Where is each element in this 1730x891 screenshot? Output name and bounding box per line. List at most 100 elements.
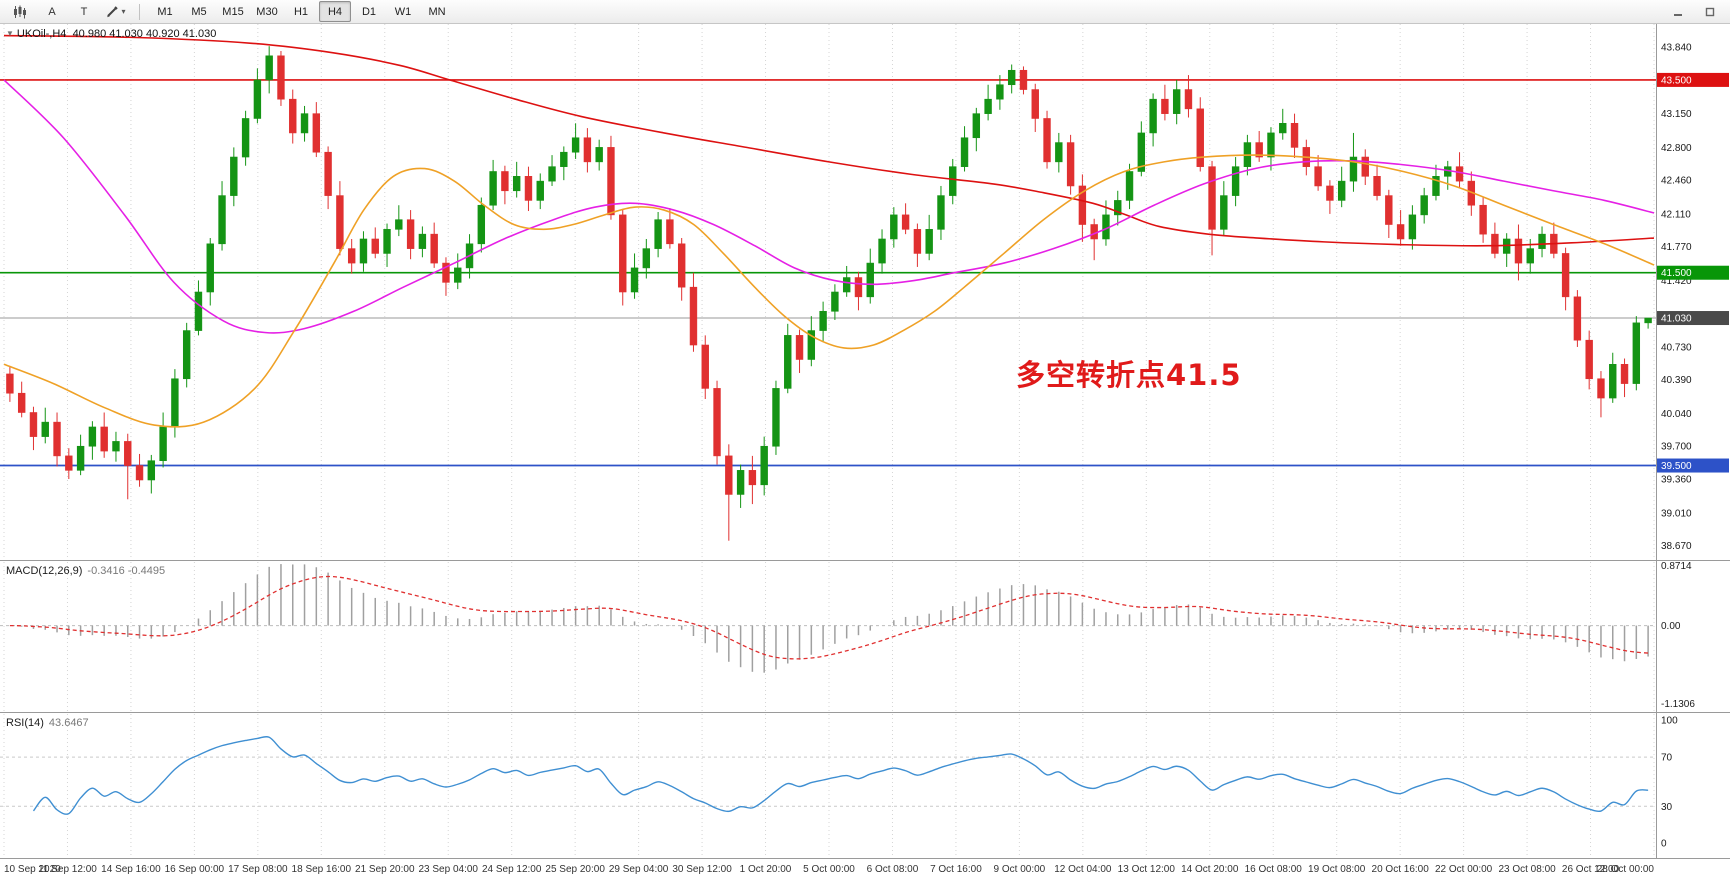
timeframe-m5-button[interactable]: M5 (191, 5, 207, 18)
svg-text:13 Oct 12:00: 13 Oct 12:00 (1118, 864, 1176, 875)
svg-text:38.670: 38.670 (1661, 541, 1692, 552)
svg-text:100: 100 (1661, 716, 1678, 727)
symbol-collapse-icon[interactable]: ▼ (6, 29, 14, 38)
svg-text:18 Sep 16:00: 18 Sep 16:00 (292, 864, 352, 875)
macd-indicator (0, 564, 1656, 673)
timeframe-m15-button[interactable]: M15 (222, 5, 244, 18)
slow-ma-line (3, 34, 1655, 247)
svg-text:43.840: 43.840 (1661, 43, 1692, 54)
svg-text:17 Sep 08:00: 17 Sep 08:00 (228, 864, 288, 875)
chart-panels (0, 24, 1730, 891)
svg-text:11 Sep 12:00: 11 Sep 12:00 (38, 864, 97, 875)
svg-text:70: 70 (1661, 753, 1673, 764)
timeframe-group: M1 M5 M15 M30 H1 H4 D1 W1 MN (148, 1, 454, 22)
svg-text:7 Oct 16:00: 7 Oct 16:00 (930, 864, 982, 875)
restore-chart-icon[interactable] (1695, 1, 1725, 23)
svg-text:40.730: 40.730 (1661, 342, 1692, 353)
svg-text:26 Oct 12:00: 26 Oct 12:00 (1562, 864, 1620, 875)
timeframe-mn-button[interactable]: MN (428, 5, 446, 18)
svg-text:14 Oct 20:00: 14 Oct 20:00 (1181, 864, 1239, 875)
dropdown-caret-icon: ▾ (121, 7, 126, 16)
svg-text:30: 30 (1661, 802, 1673, 813)
svg-text:29 Sep 04:00: 29 Sep 04:00 (609, 864, 669, 875)
svg-text:41.500: 41.500 (1661, 268, 1692, 279)
rsi-name: RSI(14) (6, 717, 44, 729)
svg-text:24 Sep 12:00: 24 Sep 12:00 (482, 864, 542, 875)
svg-text:12 Oct 04:00: 12 Oct 04:00 (1054, 864, 1112, 875)
time-axis-area[interactable] (0, 858, 1730, 891)
svg-text:23 Sep 04:00: 23 Sep 04:00 (418, 864, 478, 875)
panel-separators (0, 24, 1730, 859)
ohlc-values: 40.980 41.030 40.920 41.030 (72, 28, 217, 40)
macd-panel[interactable] (0, 562, 1730, 712)
svg-text:42.800: 42.800 (1661, 143, 1692, 154)
svg-text:16 Oct 08:00: 16 Oct 08:00 (1245, 864, 1303, 875)
candles (6, 46, 1652, 541)
pencil-icon (107, 6, 119, 18)
text-tool-button[interactable]: T (80, 5, 88, 18)
svg-text:20 Oct 16:00: 20 Oct 16:00 (1372, 864, 1430, 875)
svg-text:0.00: 0.00 (1661, 621, 1681, 632)
svg-text:5 Oct 00:00: 5 Oct 00:00 (803, 864, 855, 875)
macd-name: MACD(12,26,9) (6, 565, 83, 577)
candlestick-chart-icon (14, 5, 26, 18)
symbol-name: UKOil-,H4 (16, 28, 67, 40)
svg-text:28 Oct 00:00: 28 Oct 00:00 (1597, 864, 1655, 875)
main-chart-area[interactable] (0, 24, 1730, 560)
svg-text:43.150: 43.150 (1661, 109, 1692, 120)
macd-panel-label: MACD(12,26,9) -0.3416 -0.4495 (6, 565, 165, 577)
svg-text:39.700: 39.700 (1661, 442, 1692, 453)
rsi-value: 43.6467 (48, 717, 89, 729)
svg-text:23 Oct 08:00: 23 Oct 08:00 (1498, 864, 1556, 875)
annotation-text-button[interactable]: A (48, 5, 56, 18)
svg-text:9 Oct 00:00: 9 Oct 00:00 (994, 864, 1046, 875)
toolbar: A T ▾ M1 M5 M15 M30 H1 H4 D1 W1 MN (0, 0, 1730, 24)
svg-text:41.420: 41.420 (1661, 276, 1692, 287)
rsi-indicator (0, 735, 1656, 815)
fast-ma-line (3, 154, 1655, 428)
svg-text:39.360: 39.360 (1661, 475, 1692, 486)
horizontal-level-lines (0, 79, 1656, 467)
svg-text:0: 0 (1661, 839, 1667, 850)
svg-text:41.030: 41.030 (1661, 314, 1692, 325)
rsi-panel[interactable] (0, 714, 1730, 858)
svg-text:39.500: 39.500 (1661, 461, 1692, 472)
svg-text:0.8714: 0.8714 (1661, 561, 1692, 572)
timeframe-w1-button[interactable]: W1 (394, 5, 412, 18)
svg-text:30 Sep 12:00: 30 Sep 12:00 (672, 864, 732, 875)
svg-text:40.390: 40.390 (1661, 375, 1692, 386)
svg-text:14 Sep 16:00: 14 Sep 16:00 (101, 864, 161, 875)
svg-text:-1.1306: -1.1306 (1661, 699, 1695, 710)
medium-ma-line (3, 79, 1655, 334)
vertical-gridlines (3, 24, 1655, 858)
svg-text:25 Sep 20:00: 25 Sep 20:00 (545, 864, 605, 875)
annotation-text: 多空转折点41.5 (1016, 358, 1242, 392)
chart-type-button[interactable] (5, 1, 35, 23)
svg-text:1 Oct 20:00: 1 Oct 20:00 (740, 864, 792, 875)
svg-text:19 Oct 08:00: 19 Oct 08:00 (1308, 864, 1366, 875)
timeframe-d1-button[interactable]: D1 (361, 5, 377, 18)
svg-text:39.010: 39.010 (1661, 508, 1692, 519)
svg-text:42.110: 42.110 (1661, 209, 1691, 220)
svg-text:22 Oct 00:00: 22 Oct 00:00 (1435, 864, 1493, 875)
minimize-chart-icon[interactable] (1663, 1, 1693, 23)
svg-text:43.500: 43.500 (1661, 75, 1692, 86)
timeframe-m1-button[interactable]: M1 (157, 5, 173, 18)
svg-text:41.770: 41.770 (1661, 242, 1692, 253)
price-badges: 43.500 41.500 41.030 39.500 (1657, 72, 1729, 473)
draw-tools-button[interactable]: ▾ (101, 1, 131, 23)
timeframe-h4-button[interactable]: H4 (319, 1, 351, 22)
timeframe-m30-button[interactable]: M30 (256, 5, 278, 18)
macd-values: -0.3416 -0.4495 (87, 565, 166, 577)
svg-text:6 Oct 08:00: 6 Oct 08:00 (867, 864, 919, 875)
toolbar-separator (139, 3, 140, 20)
timeframe-h1-button[interactable]: H1 (293, 5, 309, 18)
svg-text:42.460: 42.460 (1661, 176, 1692, 187)
svg-text:16 Sep 00:00: 16 Sep 00:00 (165, 864, 225, 875)
symbol-ohlc-label: ▼ UKOil-,H4 40.980 41.030 40.920 41.030 (6, 28, 216, 40)
rsi-panel-label: RSI(14) 43.6467 (6, 717, 89, 729)
svg-text:40.040: 40.040 (1661, 409, 1692, 420)
